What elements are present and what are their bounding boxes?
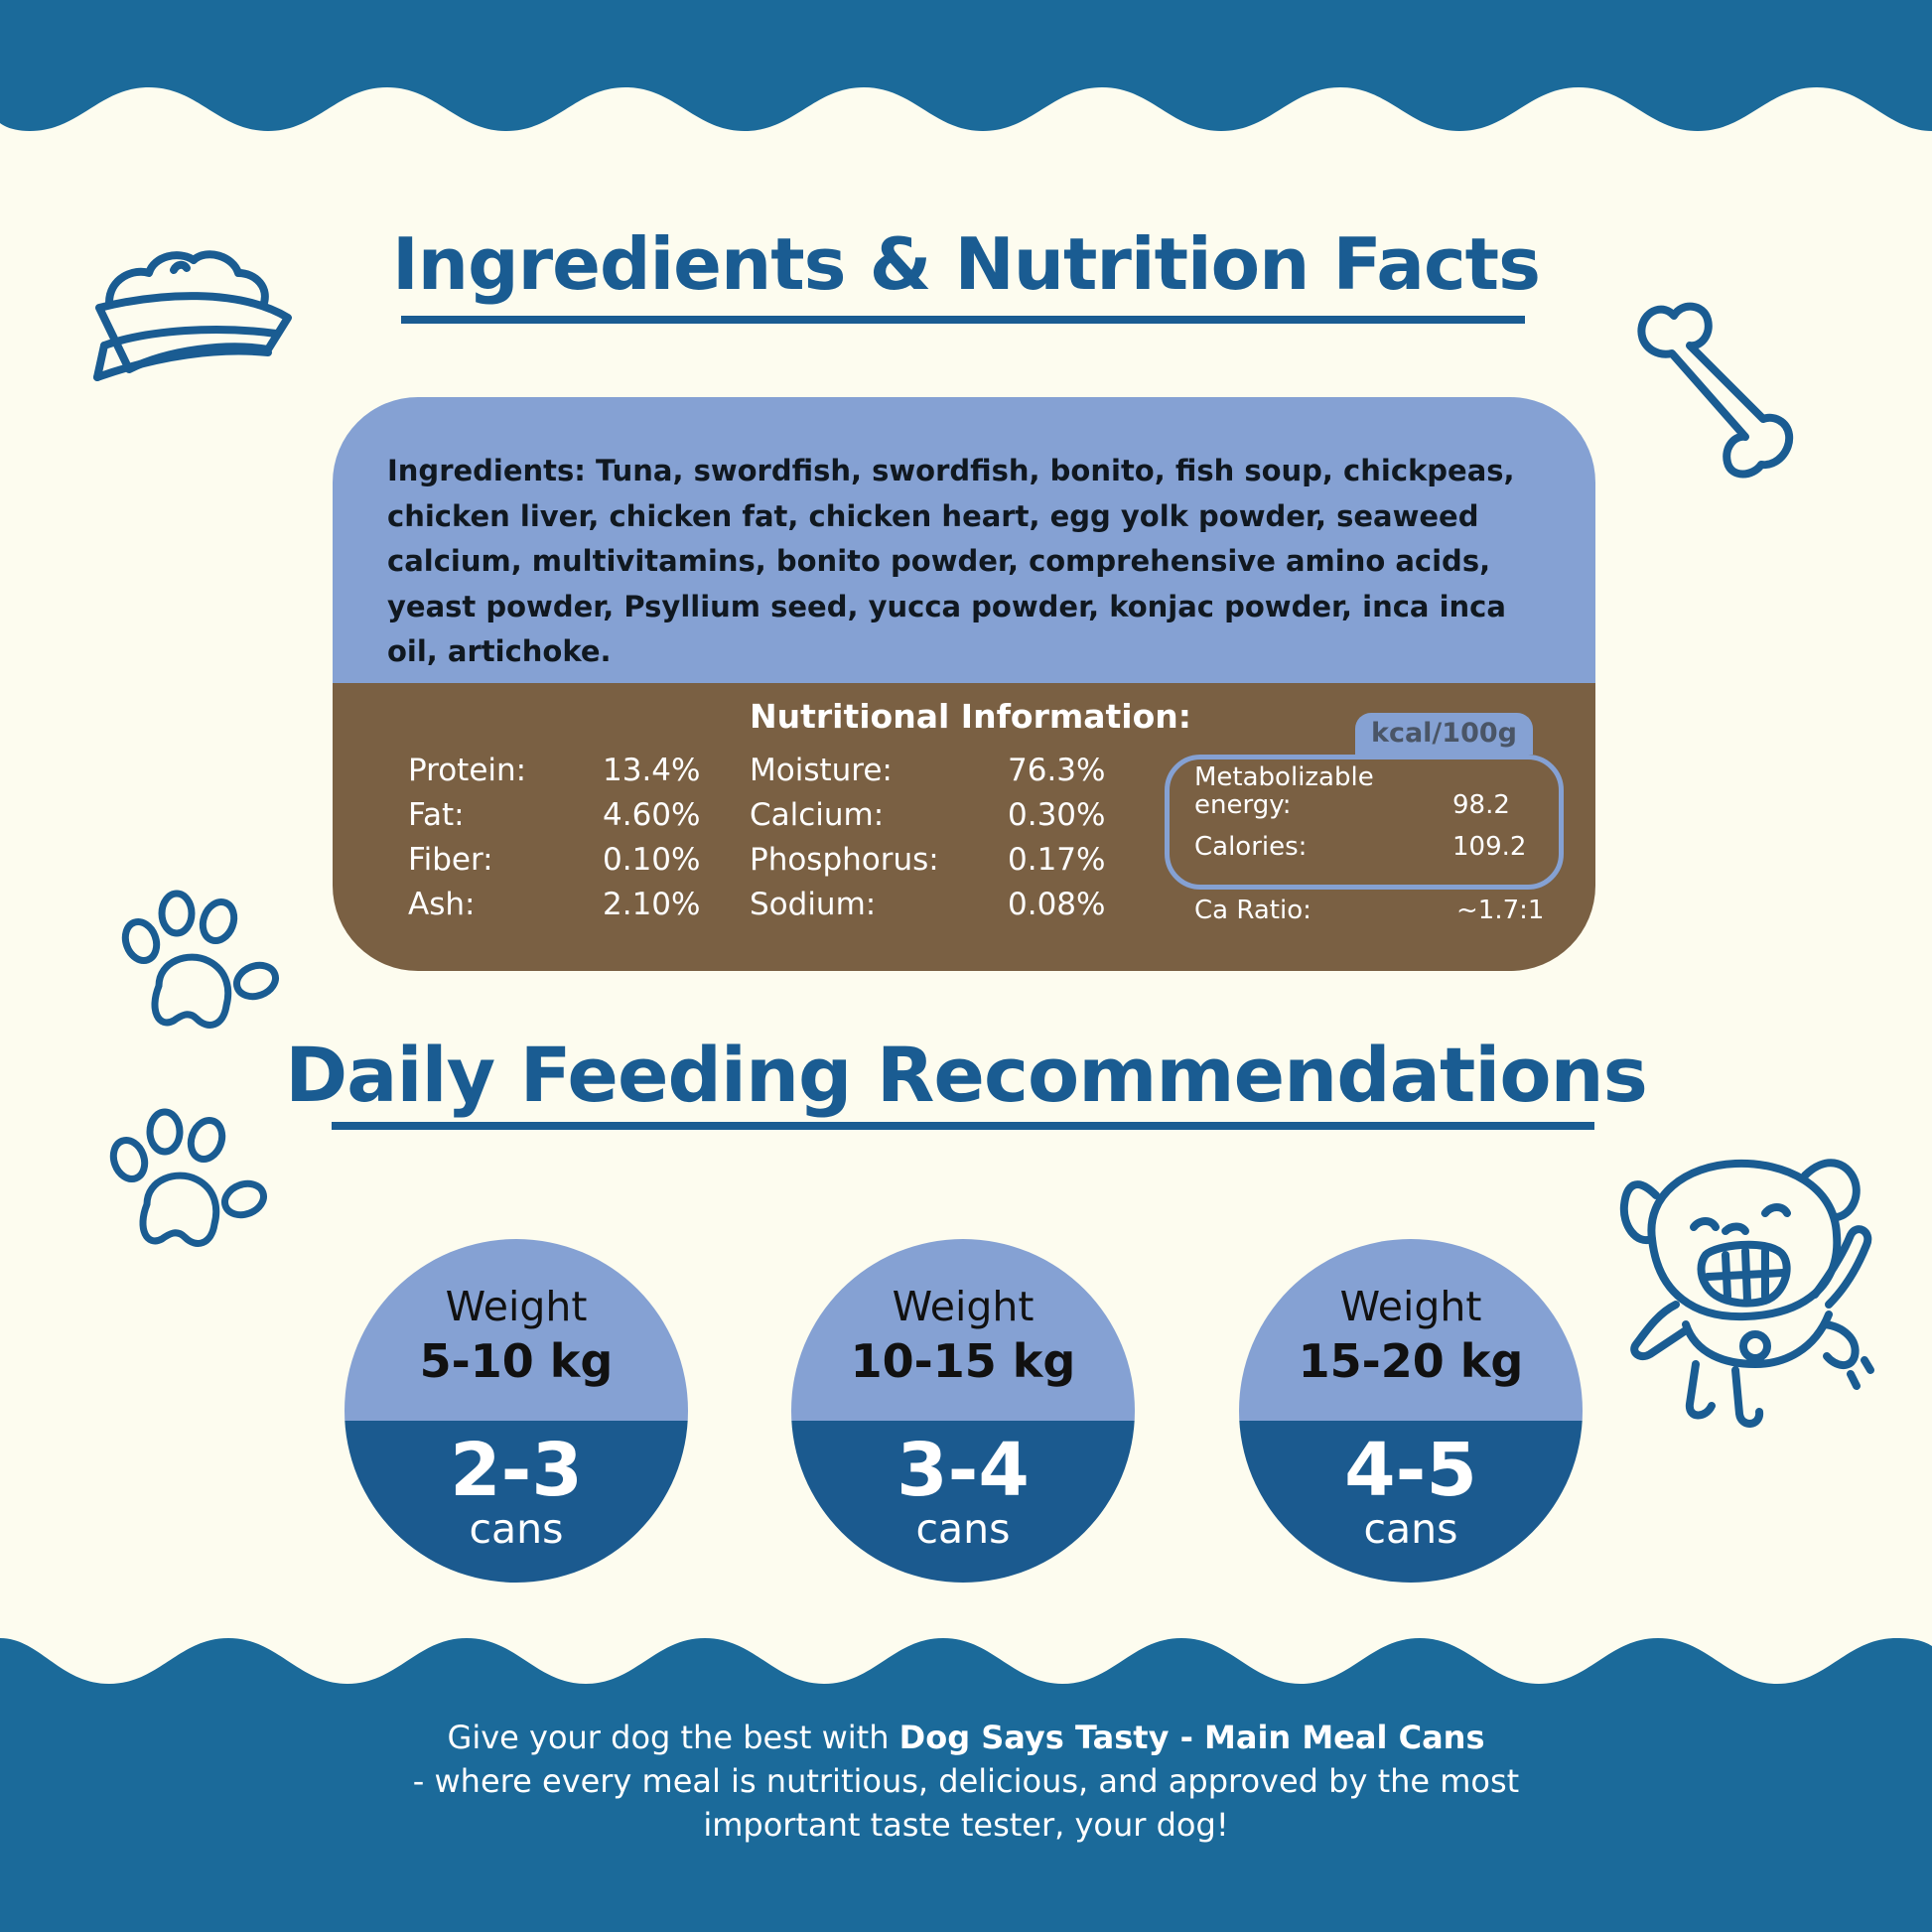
paw-icon — [109, 1108, 267, 1247]
feeding-title-underline — [332, 1122, 1594, 1130]
ash-value: 2.10% — [603, 887, 701, 922]
cans-amount: 2-3 — [450, 1428, 583, 1513]
weight-range: 10-15 kg — [850, 1334, 1076, 1388]
paw-icon — [121, 890, 279, 1029]
feeding-card-small: Weight 5-10 kg 2-3 cans — [345, 1239, 688, 1583]
energy-label-line2: energy: — [1194, 790, 1292, 820]
cans-unit: cans — [469, 1505, 564, 1553]
energy-box — [1165, 755, 1564, 890]
moisture-label: Moisture: — [750, 753, 893, 788]
cans-unit: cans — [1363, 1505, 1458, 1553]
protein-label: Protein: — [408, 753, 527, 788]
nutrition-title-underline — [401, 316, 1525, 324]
calories-label: Calories: — [1194, 832, 1308, 862]
ingredients-label: Ingredients: — [387, 454, 586, 487]
feeding-card-medium: Weight 10-15 kg 3-4 cans — [791, 1239, 1135, 1583]
feeding-section-title: Daily Feeding Recommendations — [285, 1031, 1648, 1119]
nutrition-section-title: Ingredients & Nutrition Facts — [392, 222, 1541, 306]
energy-label-line1: Metabolizable — [1194, 762, 1374, 792]
ash-label: Ash: — [408, 887, 476, 922]
calcium-label: Calcium: — [750, 797, 885, 833]
fiber-value: 0.10% — [603, 842, 701, 878]
footer-line1: Give your dog the best with Dog Says Tas… — [447, 1719, 1485, 1756]
sodium-label: Sodium: — [750, 887, 877, 922]
ca-ratio-value: ~1.7:1 — [1456, 896, 1545, 925]
protein-value: 13.4% — [603, 753, 701, 788]
bottom-wave-band — [0, 1638, 1932, 1932]
top-wave-band — [0, 0, 1932, 131]
nutritional-info-block: Nutritional Information: Protein: 13.4% … — [333, 683, 1595, 971]
footer-message: Give your dog the best with Dog Says Tas… — [0, 1716, 1932, 1847]
dog-bowl-icon — [93, 250, 292, 381]
phosphorus-label: Phosphorus: — [750, 842, 939, 878]
weight-range: 15-20 kg — [1298, 1334, 1524, 1388]
fat-label: Fat: — [408, 797, 465, 833]
cans-unit: cans — [915, 1505, 1011, 1553]
kcal-unit-tab: kcal/100g — [1355, 713, 1533, 755]
happy-dog-icon — [1619, 1159, 1874, 1428]
nutritional-info-title: Nutritional Information: — [750, 697, 1191, 736]
footer-line3: important taste tester, your dog! — [703, 1806, 1229, 1844]
nutrition-panel: Ingredients: Tuna, swordfish, swordfish,… — [333, 397, 1595, 971]
phosphorus-value: 0.17% — [1008, 842, 1106, 878]
feeding-card-large: Weight 15-20 kg 4-5 cans — [1239, 1239, 1583, 1583]
weight-label: Weight — [892, 1283, 1035, 1330]
weight-label: Weight — [445, 1283, 588, 1330]
fat-value: 4.60% — [603, 797, 701, 833]
footer-line2: - where every meal is nutritious, delici… — [412, 1762, 1520, 1800]
calories-value: 109.2 — [1452, 832, 1527, 862]
energy-value: 98.2 — [1452, 790, 1510, 820]
cans-amount: 4-5 — [1344, 1428, 1477, 1513]
ingredients-text: Ingredients: Tuna, swordfish, swordfish,… — [387, 449, 1559, 675]
weight-range: 5-10 kg — [419, 1334, 614, 1388]
ca-ratio-label: Ca Ratio: — [1194, 896, 1311, 925]
weight-label: Weight — [1339, 1283, 1482, 1330]
ingredients-list: Tuna, swordfish, swordfish, bonito, fish… — [387, 454, 1515, 668]
moisture-value: 76.3% — [1008, 753, 1106, 788]
ingredients-block: Ingredients: Tuna, swordfish, swordfish,… — [333, 397, 1595, 683]
fiber-label: Fiber: — [408, 842, 493, 878]
cans-amount: 3-4 — [897, 1428, 1030, 1513]
calcium-value: 0.30% — [1008, 797, 1106, 833]
brand-name: Dog Says Tasty - Main Meal Cans — [898, 1719, 1485, 1756]
sodium-value: 0.08% — [1008, 887, 1106, 922]
bone-icon — [1637, 302, 1794, 479]
